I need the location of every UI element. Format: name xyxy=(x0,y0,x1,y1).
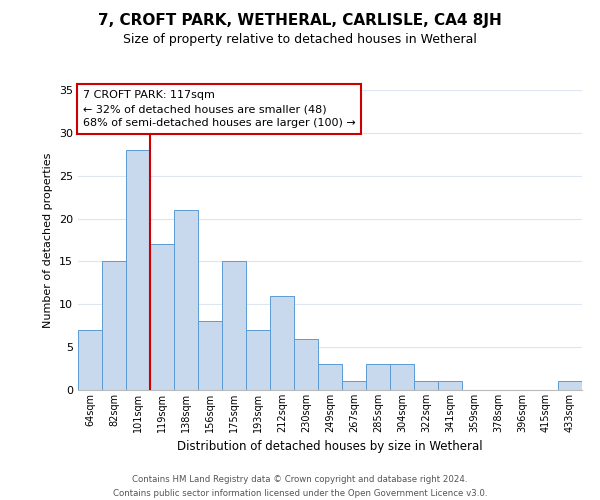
X-axis label: Distribution of detached houses by size in Wetheral: Distribution of detached houses by size … xyxy=(177,440,483,454)
Text: Size of property relative to detached houses in Wetheral: Size of property relative to detached ho… xyxy=(123,32,477,46)
Text: 7 CROFT PARK: 117sqm
← 32% of detached houses are smaller (48)
68% of semi-detac: 7 CROFT PARK: 117sqm ← 32% of detached h… xyxy=(83,90,356,128)
Bar xyxy=(366,364,390,390)
Bar xyxy=(78,330,102,390)
Text: Contains HM Land Registry data © Crown copyright and database right 2024.
Contai: Contains HM Land Registry data © Crown c… xyxy=(113,476,487,498)
Bar xyxy=(558,382,582,390)
Bar xyxy=(270,296,294,390)
Bar xyxy=(246,330,270,390)
Y-axis label: Number of detached properties: Number of detached properties xyxy=(43,152,53,328)
Bar xyxy=(342,382,366,390)
Bar xyxy=(390,364,414,390)
Bar xyxy=(126,150,150,390)
Text: 7, CROFT PARK, WETHERAL, CARLISLE, CA4 8JH: 7, CROFT PARK, WETHERAL, CARLISLE, CA4 8… xyxy=(98,12,502,28)
Bar xyxy=(222,262,246,390)
Bar xyxy=(318,364,342,390)
Bar xyxy=(198,322,222,390)
Bar xyxy=(150,244,174,390)
Bar xyxy=(294,338,318,390)
Bar xyxy=(174,210,198,390)
Bar xyxy=(102,262,126,390)
Bar xyxy=(438,382,462,390)
Bar xyxy=(414,382,438,390)
